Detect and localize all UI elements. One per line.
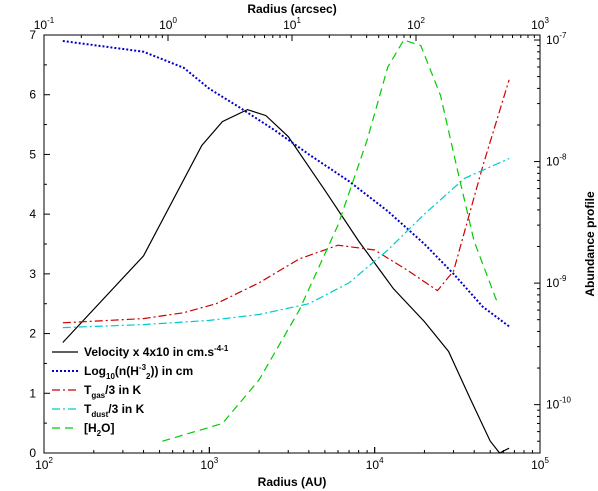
series-line-h2o [162,39,498,442]
legend-part-rest: (n(H [115,364,139,378]
legend-label-tgas: Tgas/3 in K [84,383,141,400]
x-bottom-tick-label: 103 [200,456,218,472]
legend-part-sub: 2 [97,429,102,438]
x-top-tick-label-exp: -1 [47,16,55,25]
legend-part-rest: in cm.s [169,345,214,359]
left-axis: 0 1 2 3 4 5 6 7 [29,28,50,460]
x-bottom-tick-label-base: 10 [366,458,380,472]
series-layer [62,39,510,454]
bottom-axis: 102 103 104 105 [35,447,549,472]
y-right-tick-label-exp: -10 [559,396,571,405]
x-top-tick-label-base: 10 [407,18,421,32]
x-top-tick-label: 10-1 [34,16,55,32]
legend-part-rest2: )) in cm [150,364,193,378]
x-bottom-tick-label: 104 [366,456,384,472]
legend-label-density: Log10(n(H-32)) in cm [84,363,193,381]
y-right-tick-label-exp: -8 [559,153,567,162]
legend-label-velocity: Velocity x 4x10 in cm.s-4-1 [84,344,229,359]
x-top-tick-label: 100 [159,16,177,32]
legend: Velocity x 4x10 in cm.s-4-1Log10(n(H-32)… [52,344,229,438]
x-bottom-tick-label-exp: 3 [214,456,219,465]
x-bottom-tick-label: 105 [531,456,549,472]
legend-part-rest: /3 in K [105,383,141,397]
series-line-tgas [62,79,510,324]
y-right-tick-label: 10-9 [546,274,567,290]
x-top-tick-label: 102 [407,16,425,32]
x-top-tick-label-exp: 2 [420,16,425,25]
legend-part-sub: dust [91,410,108,419]
x-bottom-tick-label-exp: 4 [379,456,384,465]
x-bottom-tick-label-base: 10 [35,458,49,472]
y-right-tick-label: 10-7 [546,31,567,47]
x-axis-title-top: Radius (arcsec) [247,2,336,16]
y-right-tick-label: 10-10 [546,396,571,412]
series-line-tdust [62,158,510,329]
y-left-tick-label: 6 [29,88,36,102]
x-bottom-tick-label: 102 [35,456,53,472]
legend-part-main: Log [84,364,106,378]
x-bottom-tick-label-exp: 5 [544,456,549,465]
y-right-tick-label-exp: -9 [559,274,567,283]
legend-part-rest: O] [101,421,114,435]
top-axis: 10-1 100 101 102 103 [34,16,549,41]
legend-part-sub: 10 [106,372,115,381]
x-axis-title-bottom: Radius (AU) [258,475,327,489]
y-left-tick-label: 3 [29,267,36,281]
legend-part-main: Velocity x 4x10 [84,345,170,359]
y-left-tick-label: 1 [29,386,36,400]
y-left-tick-label: 2 [29,327,36,341]
x-top-tick-label-base: 10 [283,18,297,32]
legend-part-main: [H [84,421,97,435]
legend-part-rest: /3 in K [108,402,144,416]
x-bottom-tick-label-exp: 2 [48,456,53,465]
legend-part-sub2: 2 [146,372,151,381]
legend-label-tdust: Tdust/3 in K [84,402,145,419]
x-top-tick-label: 101 [283,16,301,32]
legend-part-sub: gas [91,391,105,400]
y-right-tick-label-base: 10 [546,398,560,412]
x-top-tick-label-exp: 1 [296,16,301,25]
legend-label-h2o: [H2O] [84,421,114,438]
legend-part-sup: -4 [214,344,222,353]
x-bottom-tick-label-base: 10 [200,458,214,472]
y-left-tick-label: 5 [29,147,36,161]
x-top-tick-label-exp: 3 [544,16,549,25]
legend-part-main: T [84,402,92,416]
y-right-tick-label: 10-8 [546,153,567,169]
x-top-tick-label: 103 [531,16,549,32]
x-top-tick-label-exp: 0 [172,16,177,25]
legend-part-main: T [84,383,92,397]
y-right-tick-label-base: 10 [546,155,560,169]
y-right-tick-label-base: 10 [546,33,560,47]
legend-part-sup: -3 [139,363,147,372]
y-right-tick-label-exp: -7 [559,31,567,40]
series-line-density [62,40,510,328]
y-left-tick-label: 0 [29,446,36,460]
y-right-tick-label-base: 10 [546,276,560,290]
y-left-tick-label: 7 [29,28,36,42]
x-bottom-tick-label-base: 10 [531,458,545,472]
legend-part-sup2: -1 [221,344,229,353]
y-left-tick-label: 4 [29,207,36,221]
x-top-tick-label-base: 10 [34,18,48,32]
x-top-tick-label-base: 10 [159,18,173,32]
x-top-tick-label-base: 10 [531,18,545,32]
y-axis-title-right: Abundance profile [583,191,597,297]
